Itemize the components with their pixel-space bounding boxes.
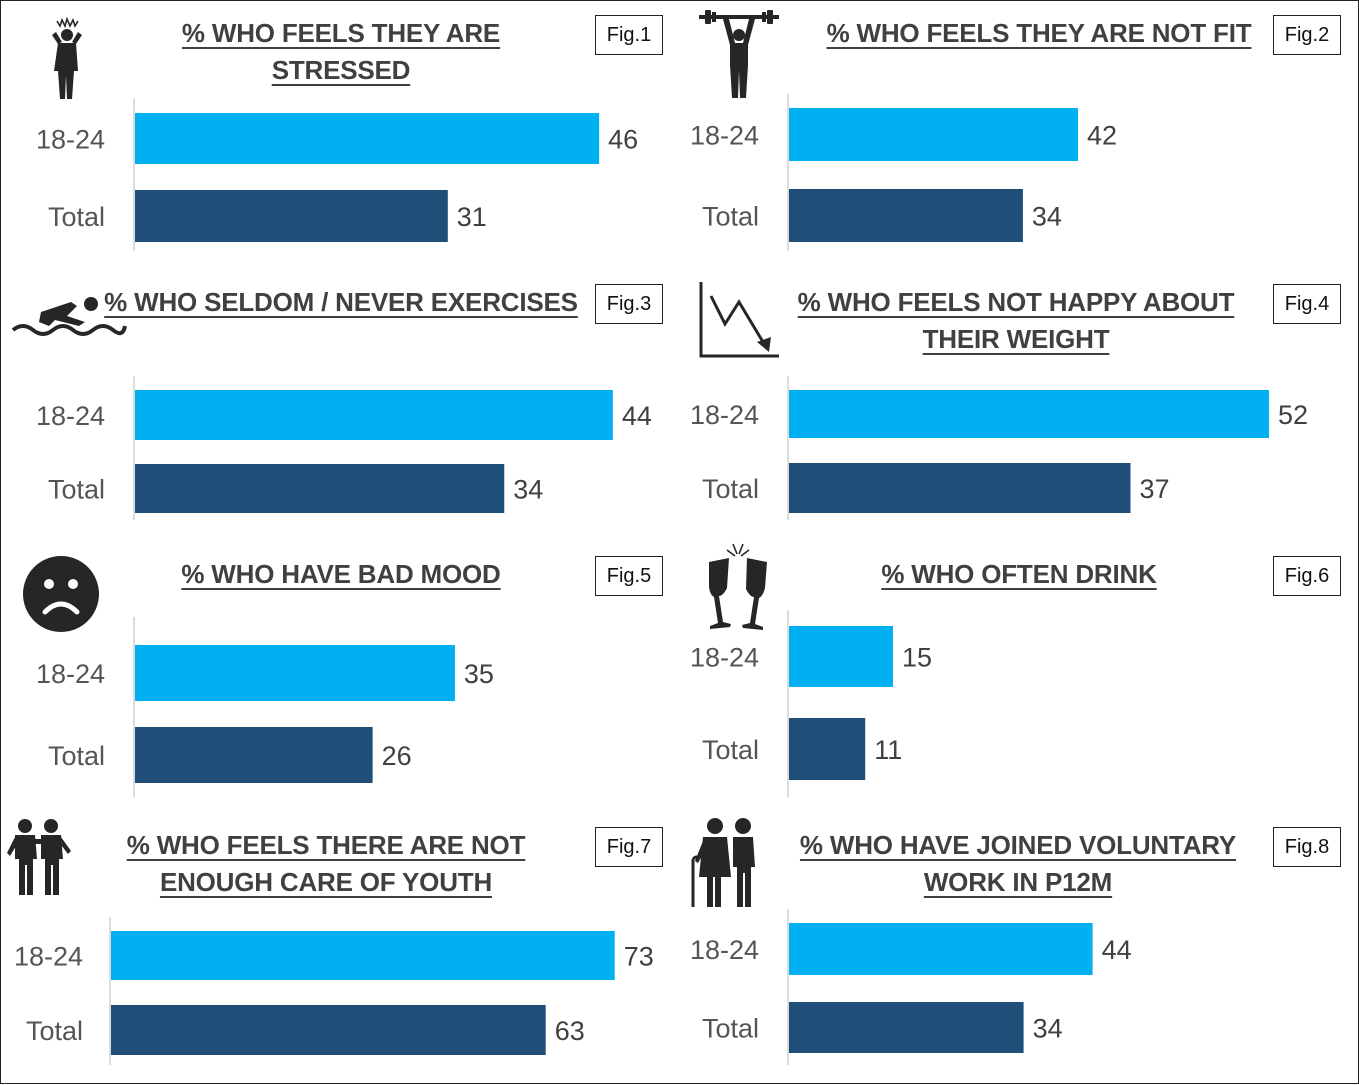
bar-18-24 <box>111 931 615 980</box>
stressed-person-icon <box>41 13 97 103</box>
value-label: 46 <box>608 125 638 155</box>
sad-face-icon <box>21 554 101 634</box>
category-label: Total <box>48 202 105 232</box>
bar-chart: 44 18-24 34 Total <box>690 909 1132 1065</box>
chart-title: % WHO FEELS THEY ARE STRESSED <box>181 18 501 85</box>
category-label: 18-24 <box>690 400 759 430</box>
bar-total <box>135 727 373 783</box>
bar-total <box>789 463 1131 513</box>
chart-panel: % WHO HAVE JOINED VOLUNTARY WORK IN P12M… <box>679 813 1359 1084</box>
champagne-glasses-icon <box>697 542 779 632</box>
figure-number-badge: Fig.2 <box>1273 15 1341 55</box>
figure-number-badge: Fig.5 <box>595 556 663 596</box>
bar-total <box>135 190 448 242</box>
category-label: 18-24 <box>690 121 759 151</box>
bar-18-24 <box>135 390 613 440</box>
bar-chart: 44 18-24 34 Total <box>36 376 652 520</box>
chart-title: % WHO SELDOM / NEVER EXERCISES <box>104 287 578 317</box>
bar-chart: 73 18-24 63 Total <box>14 917 654 1065</box>
category-label: Total <box>26 1016 83 1046</box>
value-label: 35 <box>464 659 494 689</box>
chart-panel: % WHO SELDOM / NEVER EXERCISES Fig.3 44 18-… <box>0 270 680 543</box>
bar-18-24 <box>789 923 1093 975</box>
chart-panel: % WHO FEELS THERE ARE NOT ENOUGH CARE OF… <box>0 813 680 1084</box>
chart-panel: % WHO OFTEN DRINK Fig.6 15 18-24 11 Total <box>679 542 1359 814</box>
value-label: 31 <box>457 202 487 232</box>
bar-18-24 <box>135 113 600 164</box>
category-label: Total <box>702 1014 759 1044</box>
figure-number-badge: Fig.7 <box>595 827 663 867</box>
bar-chart: 35 18-24 26 Total <box>36 617 494 797</box>
value-label: 26 <box>382 741 412 771</box>
bar-total <box>111 1005 546 1055</box>
category-label: 18-24 <box>36 401 105 431</box>
chart-panel: % WHO FEELS THEY ARE STRESSED Fig.1 46 18-2… <box>0 0 680 271</box>
bar-18-24 <box>789 626 893 687</box>
category-label: 18-24 <box>36 125 105 155</box>
figure-number-badge: Fig.6 <box>1273 556 1341 596</box>
bar-18-24 <box>789 390 1269 438</box>
value-label: 52 <box>1278 400 1308 430</box>
chart-title: % WHO FEELS THEY ARE NOT FIT <box>826 18 1252 48</box>
value-label: 11 <box>874 735 902 765</box>
bar-total <box>789 718 866 780</box>
figure-number-badge: Fig.4 <box>1273 284 1341 324</box>
category-label: 18-24 <box>690 643 759 673</box>
bar-chart: 42 18-24 34 Total <box>690 94 1117 251</box>
category-label: 18-24 <box>14 942 83 972</box>
chart-panel: % WHO HAVE BAD MOOD Fig.5 35 18-24 26 Total <box>0 542 680 814</box>
category-label: 18-24 <box>690 935 759 965</box>
value-label: 34 <box>1033 1014 1063 1044</box>
value-label: 63 <box>555 1016 585 1046</box>
value-label: 15 <box>902 643 932 673</box>
chart-title: % WHO OFTEN DRINK <box>881 559 1157 589</box>
value-label: 34 <box>513 475 543 505</box>
bar-chart: 15 18-24 11 Total <box>690 610 932 797</box>
value-label: 34 <box>1032 202 1062 232</box>
value-label: 73 <box>624 942 654 972</box>
bar-total <box>135 464 505 513</box>
category-label: 18-24 <box>36 659 105 689</box>
category-label: Total <box>702 735 759 765</box>
figure-number-badge: Fig.8 <box>1273 827 1341 867</box>
value-label: 37 <box>1140 474 1170 504</box>
chart-title: % WHO FEELS NOT HAPPY ABOUT THEIR WEIGHT <box>797 287 1235 354</box>
bar-18-24 <box>135 645 455 701</box>
category-label: Total <box>48 741 105 771</box>
chart-title: % WHO HAVE BAD MOOD <box>181 559 501 589</box>
two-people-icon <box>3 817 75 897</box>
chart-title: % WHO FEELS THERE ARE NOT ENOUGH CARE OF… <box>126 830 526 897</box>
bar-total <box>789 1002 1024 1053</box>
category-label: Total <box>702 202 759 232</box>
value-label: 44 <box>622 401 652 431</box>
chart-panel: % WHO FEELS NOT HAPPY ABOUT THEIR WEIGHT… <box>679 270 1359 543</box>
chart-title: % WHO HAVE JOINED VOLUNTARY WORK IN P12M <box>799 830 1237 897</box>
value-label: 44 <box>1102 935 1132 965</box>
swimmer-icon <box>11 290 127 338</box>
figure-number-badge: Fig.1 <box>595 15 663 55</box>
declining-chart-icon <box>697 278 783 360</box>
bar-total <box>789 189 1023 242</box>
bar-chart: 46 18-24 31 Total <box>36 98 638 251</box>
value-label: 42 <box>1087 121 1117 151</box>
figure-number-badge: Fig.3 <box>595 284 663 324</box>
category-label: Total <box>702 474 759 504</box>
bar-18-24 <box>789 108 1078 161</box>
weightlifter-icon <box>697 9 781 101</box>
chart-panel: % WHO FEELS THEY ARE NOT FIT Fig.2 42 18-24… <box>679 0 1359 271</box>
bar-chart: 52 18-24 37 Total <box>690 376 1308 520</box>
elderly-couple-icon <box>685 815 769 909</box>
category-label: Total <box>48 475 105 505</box>
